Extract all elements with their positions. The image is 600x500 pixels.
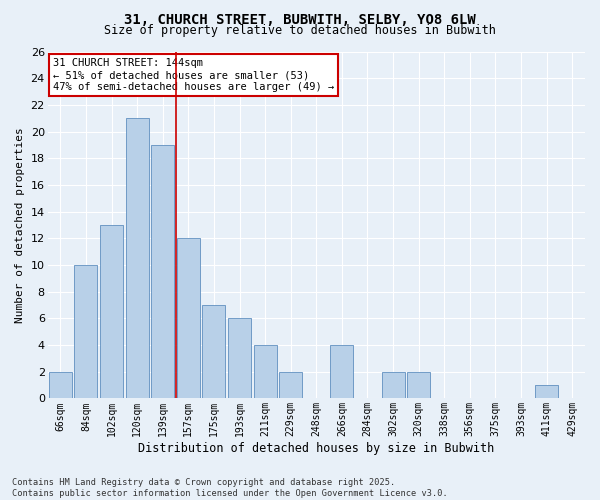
Bar — [254, 345, 277, 399]
Bar — [407, 372, 430, 398]
Bar — [535, 385, 558, 398]
Text: Size of property relative to detached houses in Bubwith: Size of property relative to detached ho… — [104, 24, 496, 37]
Text: 31, CHURCH STREET, BUBWITH, SELBY, YO8 6LW: 31, CHURCH STREET, BUBWITH, SELBY, YO8 6… — [124, 12, 476, 26]
Bar — [74, 265, 97, 398]
Bar — [202, 305, 226, 398]
Bar — [228, 318, 251, 398]
Bar — [279, 372, 302, 398]
Bar — [151, 145, 174, 399]
Bar — [100, 225, 123, 398]
Bar — [49, 372, 72, 398]
X-axis label: Distribution of detached houses by size in Bubwith: Distribution of detached houses by size … — [138, 442, 494, 455]
Bar — [125, 118, 149, 398]
Y-axis label: Number of detached properties: Number of detached properties — [15, 127, 25, 323]
Bar — [331, 345, 353, 399]
Text: Contains HM Land Registry data © Crown copyright and database right 2025.
Contai: Contains HM Land Registry data © Crown c… — [12, 478, 448, 498]
Bar — [177, 238, 200, 398]
Text: 31 CHURCH STREET: 144sqm
← 51% of detached houses are smaller (53)
47% of semi-d: 31 CHURCH STREET: 144sqm ← 51% of detach… — [53, 58, 334, 92]
Bar — [382, 372, 404, 398]
